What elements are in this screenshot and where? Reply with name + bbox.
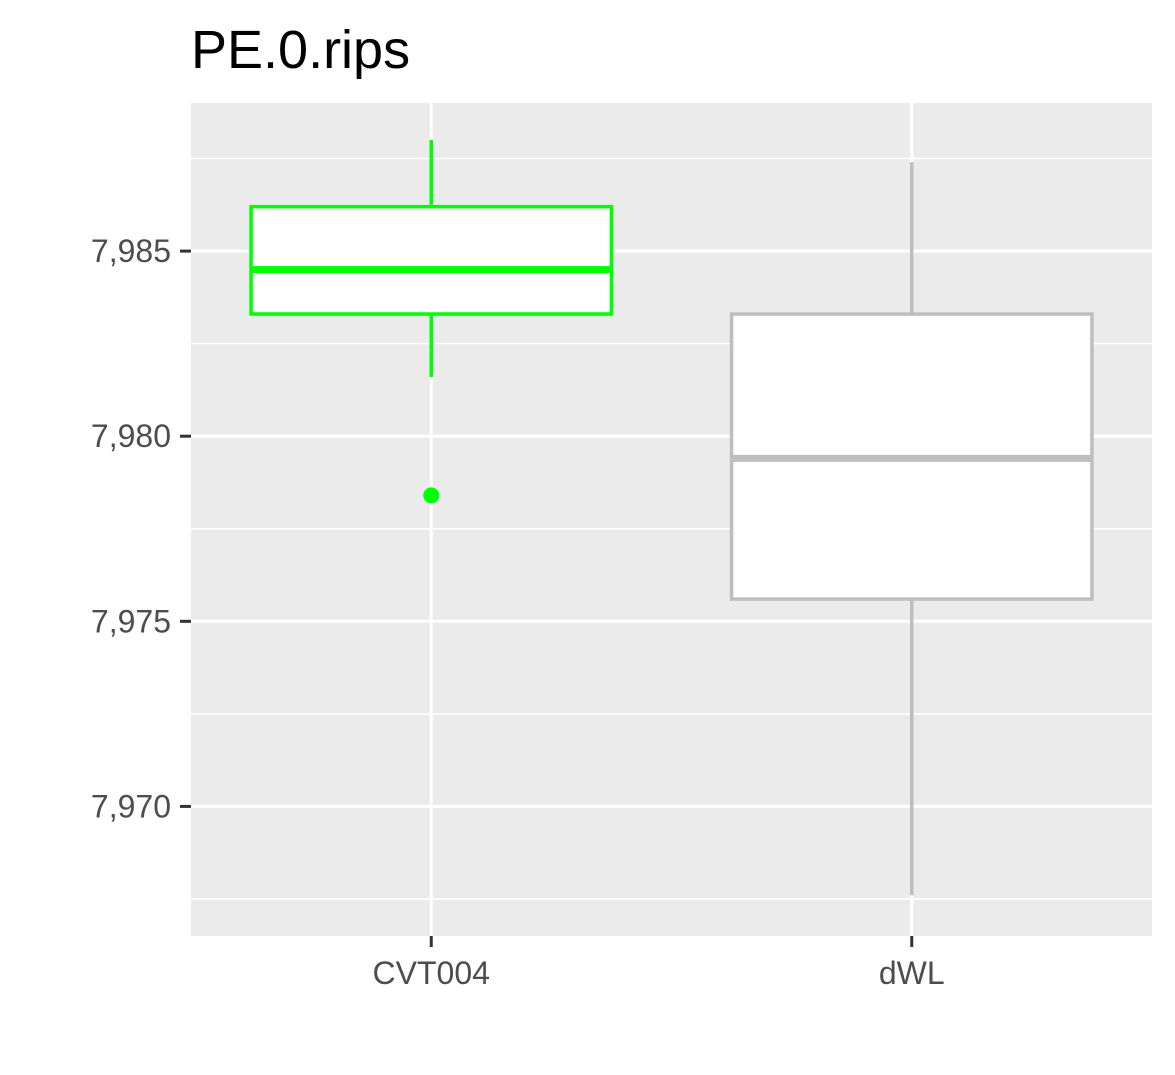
y-tick-label: 7,985	[91, 233, 171, 269]
y-axis: 7,970 7,975 7,980 7,985	[91, 233, 191, 824]
chart-title: PE.0.rips	[191, 20, 410, 80]
x-axis: CVT004 dWL	[373, 936, 945, 991]
outlier-point	[423, 487, 440, 504]
boxes	[249, 140, 1094, 896]
y-tick-label: 7,970	[91, 788, 171, 824]
y-tick-label: 7,975	[91, 603, 171, 639]
x-tick-label: dWL	[879, 955, 945, 991]
x-tick-label: CVT004	[373, 955, 490, 991]
box-dwl	[729, 162, 1094, 896]
box-cvt004	[249, 140, 614, 504]
box-body	[249, 204, 614, 316]
y-tick-label: 7,980	[91, 418, 171, 454]
